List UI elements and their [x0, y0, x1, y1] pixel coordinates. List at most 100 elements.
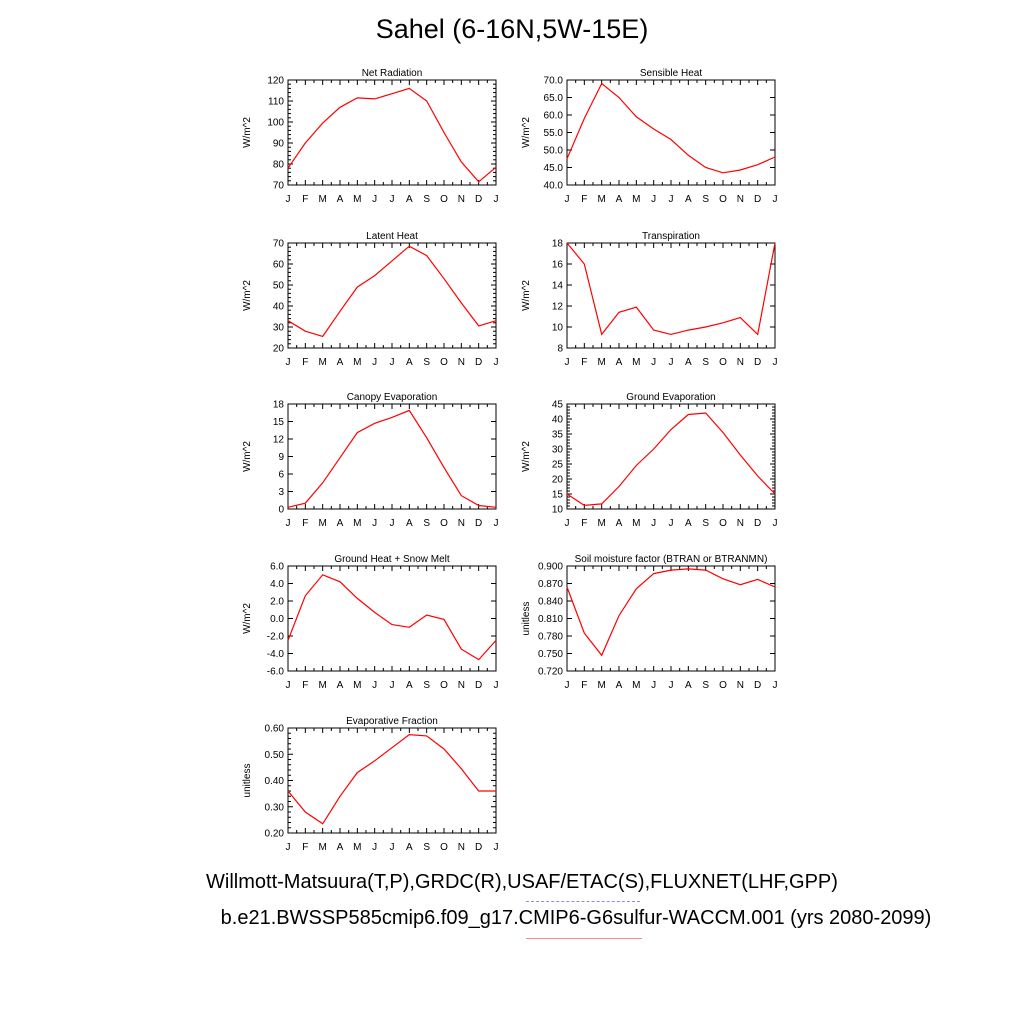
- y-axis-label: W/m^2: [242, 603, 253, 634]
- x-tick-label: J: [773, 194, 778, 205]
- x-tick-label: O: [440, 357, 448, 368]
- series-line: [566, 82, 776, 174]
- plot-frame: [287, 727, 497, 834]
- x-tick-label: D: [475, 357, 482, 368]
- x-tick-label: J: [773, 680, 778, 691]
- x-tick-label: J: [286, 518, 291, 529]
- x-tick-label: J: [286, 357, 291, 368]
- x-tick-label: N: [458, 194, 465, 205]
- y-tick-label: 45: [552, 400, 564, 411]
- y-tick-label: 0.60: [265, 724, 285, 735]
- y-tick-label: 4.0: [270, 579, 284, 590]
- x-tick-label: D: [754, 194, 761, 205]
- y-tick-label: 0.50: [265, 750, 285, 761]
- series-line: [287, 245, 497, 338]
- y-tick-label: 16: [552, 260, 564, 271]
- x-tick-label: M: [632, 357, 640, 368]
- y-axis-label: W/m^2: [242, 117, 253, 148]
- x-tick-label: J: [494, 357, 499, 368]
- y-tick-label: 10: [552, 323, 564, 334]
- chart-title: Transpiration: [642, 231, 700, 242]
- x-tick-label: D: [754, 518, 761, 529]
- x-tick-label: N: [458, 518, 465, 529]
- x-tick-label: S: [702, 357, 709, 368]
- y-axis-label: unitless: [242, 764, 253, 798]
- y-tick-label: 18: [273, 400, 285, 411]
- x-tick-label: D: [475, 842, 482, 853]
- x-tick-label: S: [423, 680, 430, 691]
- x-tick-label: O: [719, 518, 727, 529]
- x-tick-label: D: [475, 518, 482, 529]
- plot-frame: [566, 565, 776, 672]
- y-tick-label: 30: [552, 445, 564, 456]
- x-tick-label: J: [565, 194, 570, 205]
- x-tick-label: M: [353, 194, 361, 205]
- x-tick-label: J: [390, 842, 395, 853]
- x-tick-label: O: [440, 680, 448, 691]
- y-tick-label: 110: [268, 97, 284, 108]
- y-tick-label: 25: [552, 460, 564, 471]
- x-tick-label: F: [581, 194, 587, 205]
- x-tick-label: A: [616, 357, 623, 368]
- y-tick-label: 60: [273, 260, 285, 271]
- x-tick-label: J: [494, 680, 499, 691]
- chart-title: Soil moisture factor (BTRAN or BTRANMN): [575, 554, 768, 565]
- y-tick-label: 30: [273, 323, 285, 334]
- x-tick-label: J: [372, 194, 377, 205]
- x-tick-label: J: [565, 518, 570, 529]
- y-tick-label: 9: [278, 452, 284, 463]
- y-axis-label: W/m^2: [242, 441, 253, 472]
- x-tick-label: J: [390, 518, 395, 529]
- x-tick-label: M: [597, 680, 605, 691]
- x-tick-label: A: [406, 357, 413, 368]
- x-tick-label: J: [494, 842, 499, 853]
- x-tick-label: S: [702, 194, 709, 205]
- x-tick-label: M: [318, 194, 326, 205]
- y-tick-label: 20: [273, 344, 285, 355]
- x-tick-label: F: [302, 680, 308, 691]
- x-tick-label: J: [669, 357, 674, 368]
- x-tick-label: N: [458, 680, 465, 691]
- chart-title: Canopy Evaporation: [347, 392, 438, 403]
- x-tick-label: J: [565, 357, 570, 368]
- y-tick-label: 40.0: [544, 181, 564, 192]
- y-axis-label: W/m^2: [521, 117, 532, 148]
- y-axis-label: unitless: [521, 602, 532, 636]
- y-tick-label: 40: [273, 302, 285, 313]
- x-tick-label: S: [702, 680, 709, 691]
- y-tick-label: 18: [552, 239, 564, 250]
- x-tick-label: A: [406, 194, 413, 205]
- x-tick-label: A: [685, 194, 692, 205]
- y-tick-label: 6.0: [270, 562, 284, 573]
- chart-title: Ground Evaporation: [626, 392, 716, 403]
- x-tick-label: J: [494, 194, 499, 205]
- y-tick-label: 0.810: [538, 614, 563, 625]
- x-tick-label: O: [440, 194, 448, 205]
- x-tick-label: J: [651, 357, 656, 368]
- series-line: [287, 733, 496, 825]
- x-tick-label: F: [302, 518, 308, 529]
- x-tick-label: A: [616, 194, 623, 205]
- chart-panel: J F M A M J J A S O N D J0.7200.7500.7800.8100.8400.…: [521, 554, 778, 691]
- y-tick-label: 0.780: [538, 632, 563, 643]
- x-tick-label: F: [302, 842, 308, 853]
- chart-panel: J F M A M J J A S O N D J81012141618TranspirationW/m…: [521, 231, 778, 368]
- y-tick-label: -6.0: [267, 667, 285, 678]
- x-tick-label: N: [737, 518, 744, 529]
- x-tick-label: A: [337, 842, 344, 853]
- x-tick-label: J: [651, 518, 656, 529]
- x-tick-label: J: [390, 194, 395, 205]
- y-tick-label: 12: [552, 302, 564, 313]
- y-tick-label: 55.0: [544, 128, 564, 139]
- x-tick-label: M: [632, 518, 640, 529]
- footer-underline-dashed: [526, 901, 640, 902]
- series-line: [287, 574, 497, 661]
- x-tick-label: J: [651, 680, 656, 691]
- x-tick-label: O: [440, 842, 448, 853]
- y-tick-label: 10: [552, 505, 564, 516]
- y-tick-label: 0.840: [538, 597, 563, 608]
